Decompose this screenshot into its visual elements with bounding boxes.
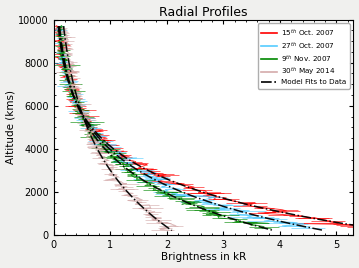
Title: Radial Profiles: Radial Profiles: [159, 6, 248, 18]
Y-axis label: Altitude (kms): Altitude (kms): [5, 90, 15, 164]
Legend: 15$^{th}$ Oct. 2007, 27$^{th}$ Oct. 2007, 9$^{th}$ Nov. 2007, 30$^{th}$ May 2014: 15$^{th}$ Oct. 2007, 27$^{th}$ Oct. 2007…: [258, 23, 350, 89]
X-axis label: Brightness in kR: Brightness in kR: [161, 252, 246, 262]
